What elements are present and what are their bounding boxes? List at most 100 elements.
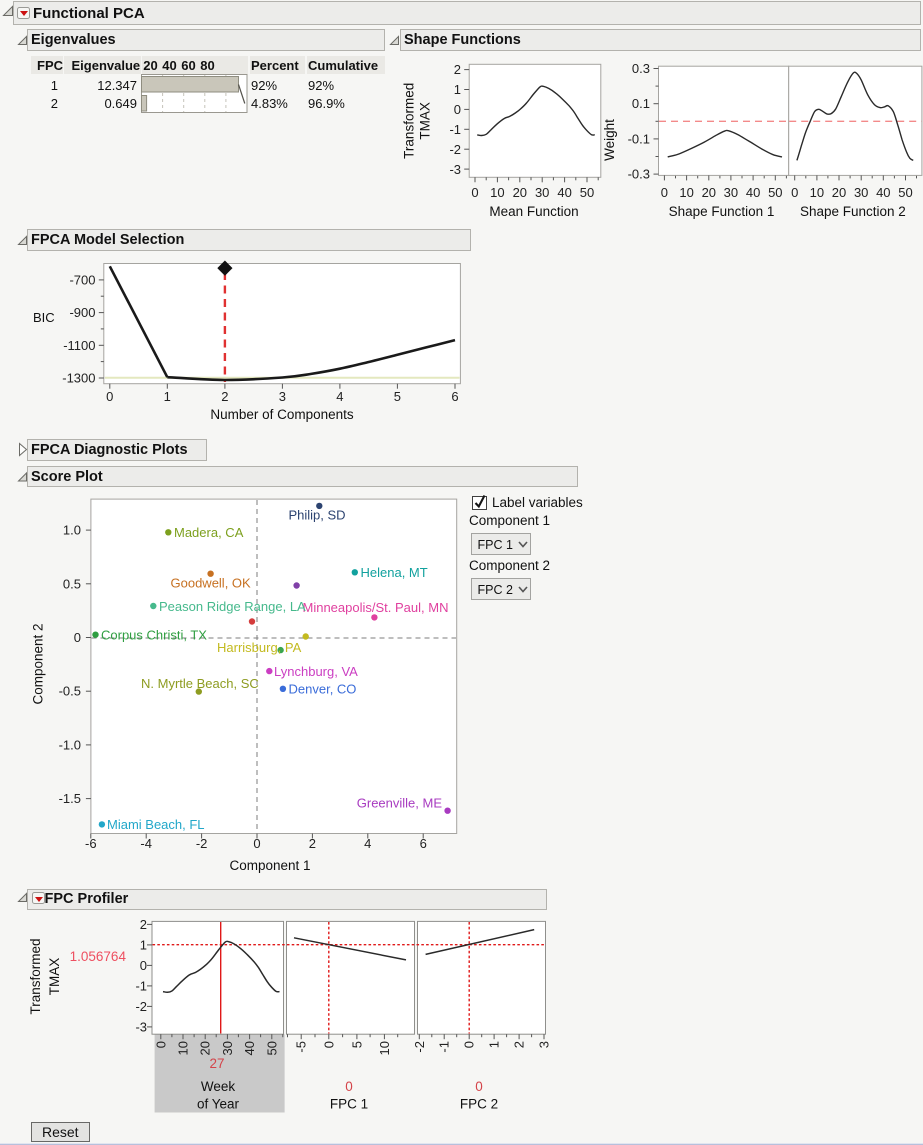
svg-text:4: 4: [336, 389, 343, 404]
svg-text:-1.5: -1.5: [59, 791, 81, 806]
svg-text:Corpus Christi, TX: Corpus Christi, TX: [101, 628, 207, 643]
svg-text:4: 4: [364, 836, 371, 851]
svg-text:Harrisburg, PA: Harrisburg, PA: [217, 640, 302, 655]
svg-text:-900: -900: [69, 305, 95, 320]
svg-text:-1300: -1300: [62, 371, 95, 386]
svg-text:Minneapolis/St. Paul, MN: Minneapolis/St. Paul, MN: [303, 600, 449, 615]
svg-text:-2: -2: [449, 142, 461, 157]
svg-text:3: 3: [537, 1041, 552, 1048]
svg-text:2: 2: [221, 389, 228, 404]
svg-text:10: 10: [810, 185, 824, 200]
svg-text:FPC 1: FPC 1: [330, 1097, 368, 1112]
svg-text:50: 50: [898, 185, 912, 200]
svg-text:10: 10: [176, 1041, 191, 1055]
svg-text:Transformed: Transformed: [402, 83, 417, 159]
svg-text:Miami Beach, FL: Miami Beach, FL: [107, 817, 205, 832]
svg-text:Number of Components: Number of Components: [210, 407, 354, 422]
svg-text:0.1: 0.1: [632, 96, 650, 111]
svg-text:5: 5: [394, 389, 401, 404]
svg-text:40: 40: [242, 1041, 257, 1055]
svg-text:2: 2: [309, 836, 316, 851]
svg-text:50: 50: [768, 185, 782, 200]
svg-text:0: 0: [321, 1041, 336, 1048]
svg-text:-1: -1: [437, 1041, 452, 1053]
svg-text:30: 30: [535, 185, 549, 200]
svg-text:TMAX: TMAX: [418, 102, 433, 140]
svg-text:Greenville, ME: Greenville, ME: [357, 795, 443, 810]
svg-text:-5: -5: [294, 1041, 309, 1053]
svg-text:BIC: BIC: [33, 310, 55, 325]
svg-text:-0.5: -0.5: [59, 684, 81, 699]
svg-text:0: 0: [106, 389, 113, 404]
svg-text:1: 1: [487, 1041, 502, 1048]
svg-text:-4: -4: [140, 836, 152, 851]
svg-text:30: 30: [724, 185, 738, 200]
svg-text:0: 0: [462, 1041, 477, 1048]
svg-text:40: 40: [746, 185, 760, 200]
svg-text:0: 0: [661, 185, 668, 200]
svg-text:Component 2: Component 2: [31, 623, 46, 704]
svg-text:0.3: 0.3: [632, 61, 650, 76]
svg-text:TMAX: TMAX: [47, 958, 62, 996]
svg-text:30: 30: [220, 1041, 235, 1055]
svg-text:40: 40: [876, 185, 890, 200]
svg-text:-3: -3: [449, 162, 461, 177]
svg-text:20: 20: [702, 185, 716, 200]
svg-text:50: 50: [264, 1041, 279, 1055]
svg-text:Lynchburg, VA: Lynchburg, VA: [274, 664, 358, 679]
svg-text:Shape Function 2: Shape Function 2: [800, 204, 906, 219]
svg-text:Philip, SD: Philip, SD: [288, 508, 345, 523]
svg-text:27: 27: [209, 1056, 224, 1071]
svg-text:-2: -2: [196, 836, 208, 851]
svg-text:Transformed: Transformed: [28, 938, 43, 1014]
svg-text:0: 0: [471, 185, 478, 200]
svg-text:Madera, CA: Madera, CA: [174, 525, 244, 540]
svg-text:Helena, MT: Helena, MT: [361, 565, 428, 580]
svg-text:0.5: 0.5: [63, 576, 81, 591]
svg-text:40: 40: [557, 185, 571, 200]
svg-text:2: 2: [454, 62, 461, 77]
svg-text:3: 3: [279, 389, 286, 404]
svg-text:0: 0: [475, 1079, 483, 1094]
svg-text:0: 0: [345, 1079, 353, 1094]
svg-text:Peason Ridge Range, LA: Peason Ridge Range, LA: [159, 599, 306, 614]
svg-text:-1100: -1100: [63, 338, 95, 353]
svg-text:10: 10: [679, 185, 693, 200]
svg-text:-0.3: -0.3: [628, 167, 650, 182]
svg-text:0: 0: [140, 958, 147, 973]
svg-text:20: 20: [198, 1041, 213, 1055]
svg-text:2: 2: [140, 917, 147, 932]
svg-text:-1: -1: [135, 978, 147, 993]
svg-text:1: 1: [164, 389, 171, 404]
svg-text:Denver, CO: Denver, CO: [289, 682, 357, 697]
svg-text:-1: -1: [449, 122, 461, 137]
svg-text:0: 0: [153, 1041, 168, 1048]
svg-text:of Year: of Year: [197, 1097, 240, 1112]
svg-text:2: 2: [512, 1041, 527, 1048]
svg-text:-0.1: -0.1: [628, 131, 650, 146]
svg-text:10: 10: [377, 1041, 392, 1055]
svg-text:0: 0: [791, 185, 798, 200]
svg-text:Weight: Weight: [602, 119, 617, 161]
svg-text:0: 0: [74, 630, 81, 645]
svg-text:0: 0: [253, 836, 260, 851]
svg-text:Component 1: Component 1: [229, 858, 310, 873]
svg-text:Goodwell, OK: Goodwell, OK: [171, 576, 252, 591]
svg-text:Shape Function 1: Shape Function 1: [669, 204, 775, 219]
svg-text:50: 50: [580, 185, 594, 200]
svg-text:-3: -3: [135, 1019, 147, 1034]
svg-text:0: 0: [454, 102, 461, 117]
svg-text:1.056764: 1.056764: [70, 949, 127, 964]
svg-text:6: 6: [451, 389, 458, 404]
svg-text:10: 10: [490, 185, 504, 200]
svg-text:5: 5: [349, 1041, 364, 1048]
svg-text:-6: -6: [85, 836, 97, 851]
svg-text:N. Myrtle Beach, SC: N. Myrtle Beach, SC: [141, 676, 259, 691]
svg-text:20: 20: [832, 185, 846, 200]
svg-text:FPC 2: FPC 2: [460, 1097, 498, 1112]
svg-text:1: 1: [454, 82, 461, 97]
svg-text:1: 1: [140, 937, 147, 952]
svg-text:30: 30: [854, 185, 868, 200]
svg-text:-700: -700: [69, 272, 95, 287]
svg-text:Week: Week: [201, 1079, 236, 1094]
